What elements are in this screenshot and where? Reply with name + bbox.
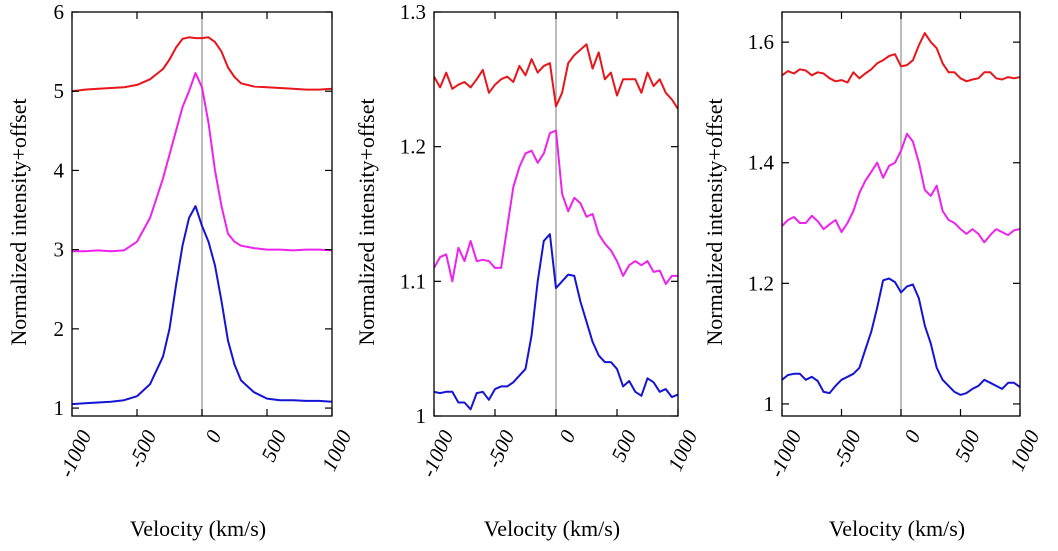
y-tick-label: 4 <box>54 158 65 182</box>
y-tick-label: 2 <box>54 317 65 341</box>
y-axis-label: Normalized intensity+offset <box>702 98 727 345</box>
series-line-red <box>434 43 678 110</box>
y-tick-label: 1 <box>416 404 427 428</box>
series-line-magenta <box>72 72 332 253</box>
x-tick-label: 500 <box>950 426 985 465</box>
x-tick-label: 1000 <box>317 426 357 475</box>
x-axis-label: Velocity (km/s) <box>829 516 965 541</box>
y-tick-label: 1 <box>54 396 65 420</box>
y-tick-label: 1 <box>764 392 775 416</box>
x-tick-label: 1000 <box>1005 426 1045 475</box>
series-line-magenta <box>434 129 678 285</box>
chart-panel-3: 1 1.2 1.4 1.6 -1000 -500 0 500 1000 Velocity (km/… <box>702 11 1045 541</box>
x-axis-label: Velocity (km/s) <box>130 516 266 541</box>
series-line-blue <box>782 277 1020 396</box>
y-tick-label: 5 <box>54 79 65 103</box>
x-tick-label: 500 <box>256 426 291 465</box>
x-tick-label: -1000 <box>416 426 459 481</box>
y-tick-label: 1.1 <box>400 269 426 293</box>
series-line-magenta <box>782 132 1020 244</box>
x-tick-label: 0 <box>200 426 226 446</box>
chart-panel-1: 1 2 3 4 5 6 -1000 -500 0 500 1000 Velocity (km/s) No… <box>6 0 357 541</box>
x-tick-label: -500 <box>828 426 866 471</box>
chart-panel-2: 1 1.1 1.2 1.3 -1000 -500 0 500 1000 Velocity (km/… <box>354 0 703 541</box>
series-line-red <box>782 32 1020 84</box>
series-line-red <box>72 36 332 93</box>
x-tick-label: -500 <box>123 426 161 471</box>
y-axis-label: Normalized intensity+offset <box>354 98 379 345</box>
y-tick-label: 1.4 <box>748 151 775 175</box>
series-line-blue <box>72 205 332 406</box>
x-tick-label: -1000 <box>764 426 807 481</box>
x-tick-label: 1000 <box>663 426 703 475</box>
x-axis-label: Velocity (km/s) <box>484 516 620 541</box>
y-tick-label: 1.3 <box>400 0 426 24</box>
y-axis-label: Normalized intensity+offset <box>6 98 31 345</box>
x-tick-label: 0 <box>554 426 580 446</box>
x-tick-label: -1000 <box>54 426 97 481</box>
y-tick-label: 1.6 <box>748 30 774 54</box>
y-tick-label: 1.2 <box>748 271 774 295</box>
x-tick-label: -500 <box>481 426 519 471</box>
y-tick-label: 6 <box>54 0 65 24</box>
series-line-blue <box>434 233 678 411</box>
y-tick-label: 3 <box>54 238 65 262</box>
x-tick-label: 500 <box>606 426 641 465</box>
y-tick-label: 1.2 <box>400 135 426 159</box>
x-tick-label: 0 <box>899 426 925 446</box>
